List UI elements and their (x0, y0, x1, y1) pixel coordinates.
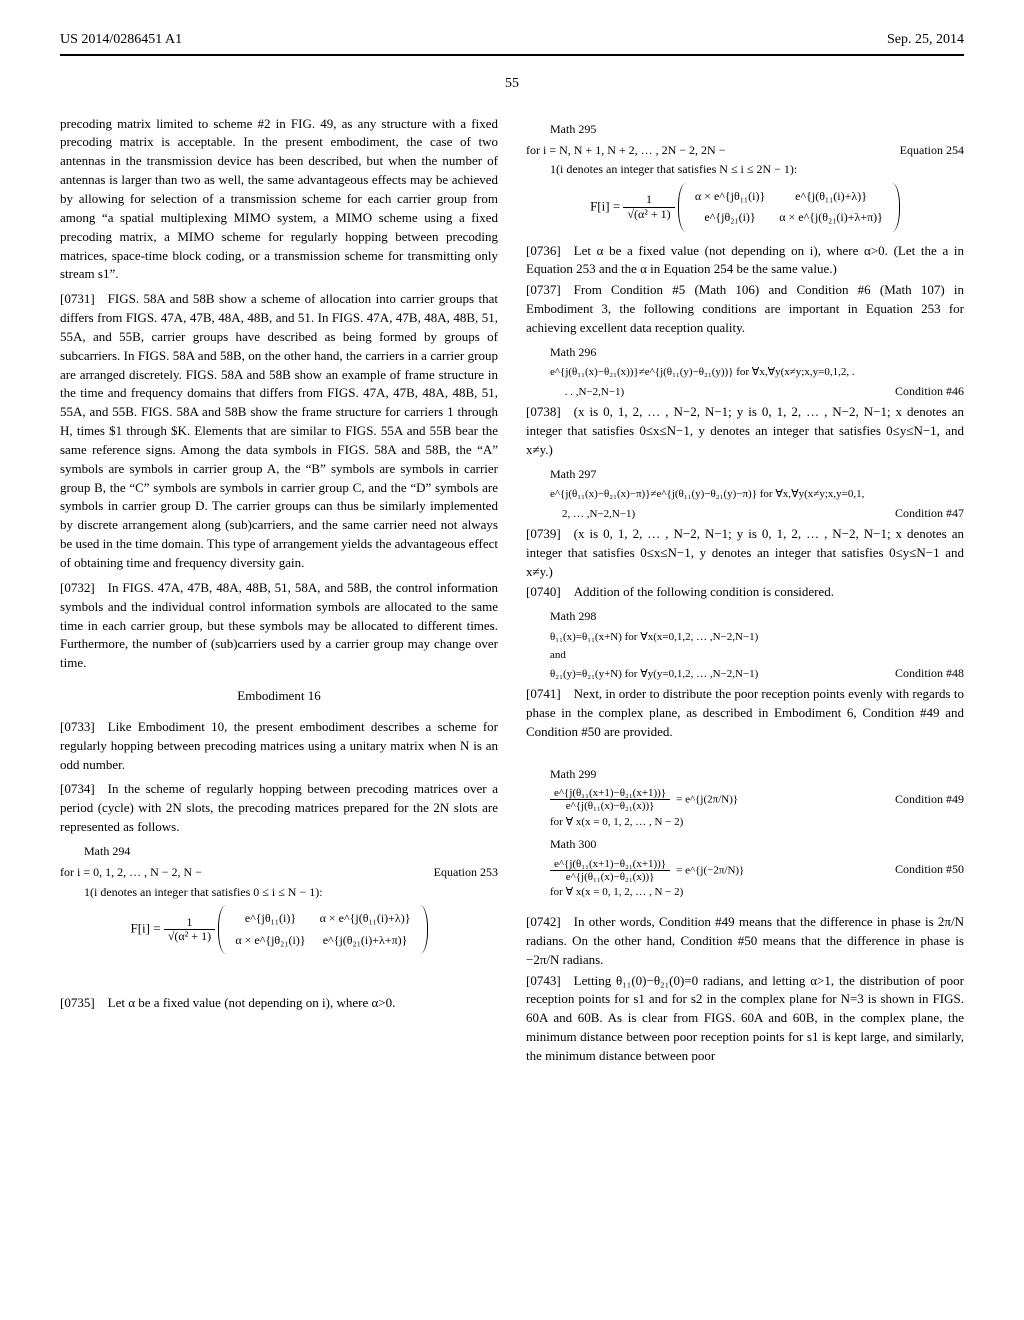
condition-label: Condition #49 (895, 791, 964, 808)
matrix-bracket: e^{jθ₁₁(i)} α × e^{j(θ₁₁(i)+λ)} α × e^{j… (218, 905, 427, 954)
matrix-cell: α × e^{jθ₁₁(i)} (689, 187, 771, 206)
condition-label: Condition #50 (895, 861, 964, 878)
math-label: Math 297 (550, 466, 964, 483)
equation-label: Equation 254 (888, 142, 964, 159)
paragraph: [0743] Letting θ₁₁(0)−θ₂₁(0)=0 radians, … (526, 972, 964, 1066)
fraction-den: √(α² + 1) (623, 208, 674, 221)
equation-matrix: F[i] = 1 √(α² + 1) α × e^{jθ₁₁(i)} e^{j(… (526, 183, 964, 232)
equation-text: for ∀ x(x = 0, 1, 2, … , N − 2) (550, 815, 964, 831)
pub-number: US 2014/0286451 A1 (60, 30, 182, 50)
equation-text: for i = N, N + 1, N + 2, … , 2N − 2, 2N … (526, 142, 726, 159)
equation-row: for i = 0, 1, 2, … , N − 2, N − Equation… (60, 864, 498, 881)
paragraph: [0739] (x is 0, 1, 2, … , N−2, N−1; y is… (526, 525, 964, 582)
equation-text: 2, … ,N−2,N−1) (562, 507, 635, 523)
condition-label: Condition #47 (895, 505, 964, 522)
equation-text: θ₂₁(y)=θ₂₁(y+N) for ∀y(y=0,1,2, … ,N−2,N… (550, 667, 758, 683)
fraction-num: 1 (623, 193, 674, 207)
equation-text: e^{j(θ₁₁(x)−θ₂₁(x)−π)}≠e^{j(θ₁₁(y)−θ₂₁(y… (550, 487, 964, 503)
math-label: Math 295 (550, 121, 964, 138)
paragraph: [0737] From Condition #5 (Math 106) and … (526, 281, 964, 338)
equation-text: e^{j(θ₁₁(x)−θ₂₁(x))}≠e^{j(θ₁₁(y)−θ₂₁(y))… (550, 365, 964, 381)
paragraph: precoding matrix limited to scheme #2 in… (60, 115, 498, 285)
paragraph: [0734] In the scheme of regularly hoppin… (60, 780, 498, 837)
equation-lhs: F[i] = (590, 198, 620, 213)
equation-text: for i = 0, 1, 2, … , N − 2, N − (60, 864, 202, 881)
condition-label: Condition #46 (895, 383, 964, 400)
condition-row: . . ,N−2,N−1) Condition #46 (526, 383, 964, 401)
matrix-bracket: α × e^{jθ₁₁(i)} e^{j(θ₁₁(i)+λ)} e^{jθ₂₁(… (678, 183, 900, 232)
matrix-cell: e^{j(θ₂₁(i)+λ+π)} (314, 931, 417, 950)
matrix-cell: e^{j(θ₁₁(i)+λ)} (773, 187, 889, 206)
condition-row: e^{j(θ₁₁(x+1)−θ₂₁(x+1))} e^{j(θ₁₁(x)−θ₂₁… (526, 858, 964, 883)
equation-matrix: F[i] = 1 √(α² + 1) e^{jθ₁₁(i)} α × e^{j(… (60, 905, 498, 954)
condition-label: Condition #48 (895, 665, 964, 682)
matrix-body: e^{jθ₁₁(i)} α × e^{j(θ₁₁(i)+λ)} α × e^{j… (227, 907, 418, 952)
and-label: and (550, 648, 964, 664)
paragraph: [0738] (x is 0, 1, 2, … , N−2, N−1; y is… (526, 403, 964, 460)
paragraph: [0732] In FIGS. 47A, 47B, 48A, 48B, 51, … (60, 579, 498, 673)
fraction-den: e^{j(θ₁₁(x)−θ₂₁(x))} (550, 871, 670, 883)
matrix-cell: e^{jθ₂₁(i)} (689, 208, 771, 227)
paragraph: [0731] FIGS. 58A and 58B show a scheme o… (60, 290, 498, 573)
paragraph: [0740] Addition of the following conditi… (526, 583, 964, 602)
paragraph: [0736] Let α be a fixed value (not depen… (526, 242, 964, 280)
condition-row: 2, … ,N−2,N−1) Condition #47 (526, 505, 964, 523)
condition-row: θ₂₁(y)=θ₂₁(y+N) for ∀y(y=0,1,2, … ,N−2,N… (526, 665, 964, 683)
equation-rhs: = e^{j(2π/N)} (676, 794, 738, 806)
matrix-cell: e^{jθ₁₁(i)} (229, 909, 311, 928)
right-column: Math 295 for i = N, N + 1, N + 2, … , 2N… (526, 115, 964, 1068)
equation-text: 1(i denotes an integer that satisfies N … (550, 161, 964, 178)
page-header: US 2014/0286451 A1 Sep. 25, 2014 (60, 30, 964, 56)
equation-rhs: = e^{j(−2π/N)} (676, 864, 744, 876)
equation-lhs: F[i] = (130, 921, 160, 936)
section-heading: Embodiment 16 (60, 687, 498, 706)
equation-text: . . ,N−2,N−1) (562, 385, 624, 401)
equation-label: Equation 253 (422, 864, 498, 881)
paragraph: [0735] Let α be a fixed value (not depen… (60, 994, 498, 1013)
paragraph: [0733] Like Embodiment 10, the present e… (60, 718, 498, 775)
condition-row: e^{j(θ₁₁(x+1)−θ₂₁(x+1))} e^{j(θ₁₁(x)−θ₂₁… (526, 787, 964, 812)
matrix-cell: α × e^{jθ₂₁(i)} (229, 931, 311, 950)
matrix-cell: α × e^{j(θ₂₁(i)+λ+π)} (773, 208, 889, 227)
matrix-body: α × e^{jθ₁₁(i)} e^{j(θ₁₁(i)+λ)} e^{jθ₂₁(… (687, 185, 891, 230)
equation-text: for ∀ x(x = 0, 1, 2, … , N − 2) (550, 885, 964, 901)
fraction-num: 1 (164, 916, 215, 930)
fraction-den: √(α² + 1) (164, 930, 215, 943)
paragraph: [0741] Next, in order to distribute the … (526, 685, 964, 742)
paragraph: [0742] In other words, Condition #49 mea… (526, 913, 964, 970)
math-label: Math 298 (550, 608, 964, 625)
page-number: 55 (60, 74, 964, 94)
math-label: Math 300 (550, 836, 964, 853)
two-column-layout: precoding matrix limited to scheme #2 in… (60, 115, 964, 1068)
math-label: Math 299 (550, 766, 964, 783)
equation-text: θ₁₁(x)=θ₁₁(x+N) for ∀x(x=0,1,2, … ,N−2,N… (550, 630, 964, 646)
math-label: Math 294 (84, 843, 498, 860)
equation-text: 1(i denotes an integer that satisfies 0 … (84, 884, 498, 901)
matrix-cell: α × e^{j(θ₁₁(i)+λ)} (314, 909, 417, 928)
fraction-num: e^{j(θ₁₁(x+1)−θ₂₁(x+1))} (550, 858, 670, 871)
math-label: Math 296 (550, 344, 964, 361)
equation-row: for i = N, N + 1, N + 2, … , 2N − 2, 2N … (526, 142, 964, 159)
fraction-num: e^{j(θ₁₁(x+1)−θ₂₁(x+1))} (550, 787, 670, 800)
pub-date: Sep. 25, 2014 (887, 30, 964, 50)
left-column: precoding matrix limited to scheme #2 in… (60, 115, 498, 1068)
fraction-den: e^{j(θ₁₁(x)−θ₂₁(x))} (550, 800, 670, 812)
